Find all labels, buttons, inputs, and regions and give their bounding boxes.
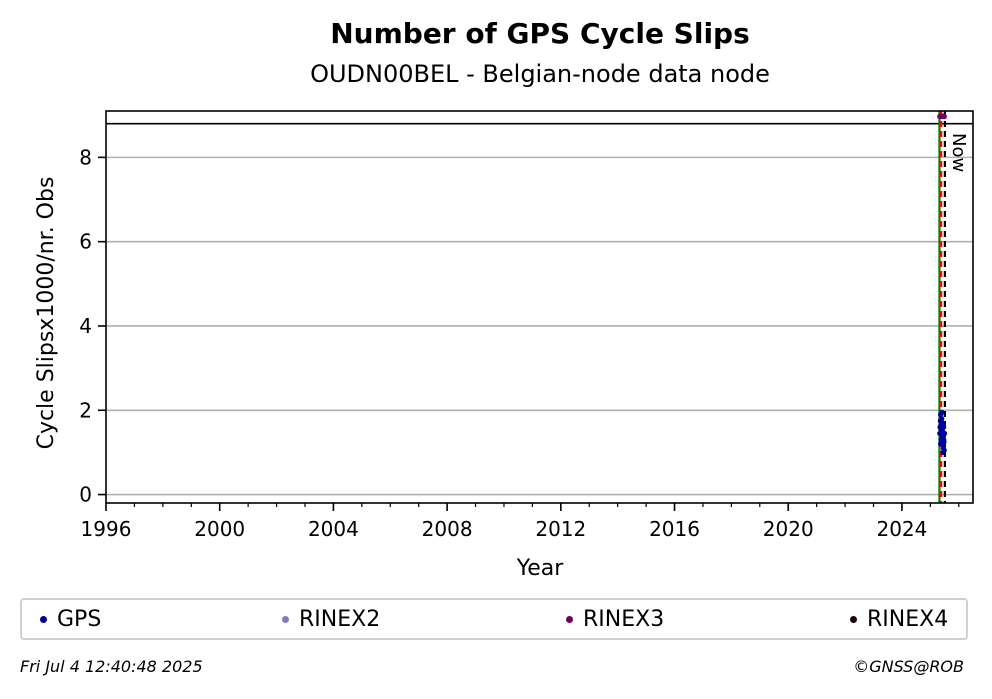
- data-point-gps: [941, 437, 947, 443]
- legend-marker-rinex4: [850, 615, 857, 623]
- y-tick-label: 4: [79, 314, 92, 338]
- plot-frame: [105, 110, 974, 504]
- legend-marker-rinex3: [566, 615, 573, 623]
- legend: GPS RINEX2 RINEX3 RINEX4: [20, 598, 968, 640]
- x-tick-label: 2000: [194, 517, 245, 541]
- y-tick-label: 2: [79, 398, 92, 422]
- y-tick-label: 0: [79, 483, 92, 507]
- data-point-gps: [940, 420, 946, 426]
- y-tick-label: 6: [79, 230, 92, 254]
- legend-item-rinex4: RINEX4: [850, 600, 948, 638]
- data-point-gps: [939, 416, 945, 422]
- data-point-gps: [939, 409, 945, 415]
- now-label: Now: [948, 133, 969, 172]
- x-tick-label: 1996: [81, 517, 132, 541]
- footer-copyright: ©GNSS@ROB: [853, 657, 964, 676]
- chart-subtitle: OUDN00BEL - Belgian-node data node: [310, 60, 770, 88]
- x-axis-label: Year: [516, 556, 565, 581]
- x-tick-label: 2024: [876, 517, 927, 541]
- legend-marker-rinex2: [282, 615, 289, 623]
- x-tick-label: 2016: [649, 517, 700, 541]
- x-tick-label: 2012: [535, 517, 586, 541]
- legend-label-gps: GPS: [57, 606, 102, 632]
- y-tick-label: 8: [79, 145, 92, 169]
- data-point-gps: [941, 424, 947, 430]
- legend-item-rinex3: RINEX3: [566, 600, 664, 638]
- data-point-gps: [941, 430, 948, 437]
- y-axis-label: Cycle Slipsx1000/nr. Obs: [34, 177, 59, 450]
- legend-item-rinex2: RINEX2: [282, 600, 380, 638]
- x-tick-label: 2020: [763, 517, 814, 541]
- data-point-rinex3: [941, 113, 947, 120]
- legend-label-rinex4: RINEX4: [867, 606, 949, 632]
- legend-marker-gps: [40, 615, 47, 623]
- footer-timestamp: Fri Jul 4 12:40:48 2025: [20, 657, 203, 676]
- legend-label-rinex2: RINEX2: [299, 606, 381, 632]
- x-tick-label: 2008: [422, 517, 473, 541]
- chart-title: Number of GPS Cycle Slips: [330, 17, 750, 50]
- x-tick-label: 2004: [308, 517, 359, 541]
- plot-area: Now 1996 2000 2004 2008 2012 2016 2020 2024 0 2 4 6 8: [79, 110, 974, 541]
- data-point-gps: [937, 441, 944, 447]
- legend-item-gps: GPS: [40, 600, 101, 638]
- data-point-gps: [940, 449, 946, 456]
- legend-label-rinex3: RINEX3: [583, 606, 665, 632]
